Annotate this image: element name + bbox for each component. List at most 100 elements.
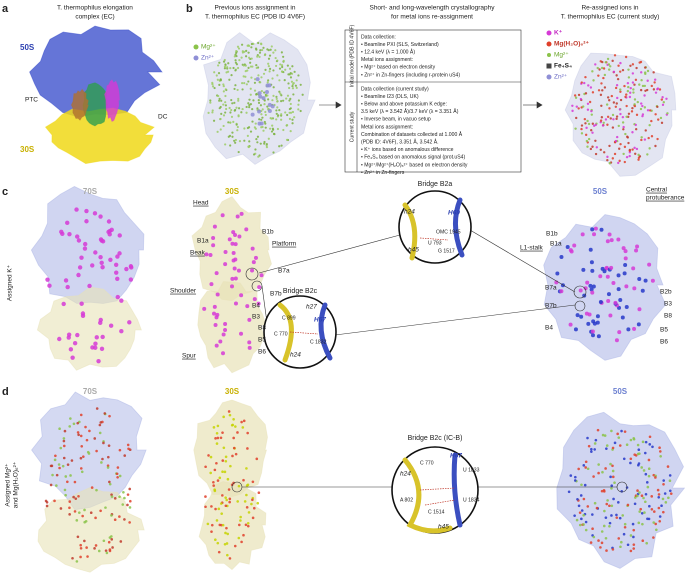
ion [634, 78, 638, 82]
ion [231, 250, 236, 255]
ion [228, 413, 232, 417]
ion [264, 93, 267, 96]
ion [245, 111, 248, 114]
ion [268, 54, 272, 57]
ion [646, 485, 650, 489]
ion [586, 467, 590, 471]
ion [291, 110, 295, 114]
ion [53, 458, 57, 462]
ion [592, 232, 597, 237]
side-label: Current study [349, 111, 355, 142]
ion [231, 423, 235, 427]
ion [640, 79, 643, 82]
ion [261, 96, 266, 101]
ion [555, 271, 560, 276]
box-line: • Zn²⁺ in Zn-fingers (including r-protei… [361, 72, 460, 78]
ion [634, 123, 637, 127]
ion [609, 238, 614, 243]
ion [610, 94, 614, 98]
label: B3 [664, 301, 672, 308]
ion [611, 157, 615, 160]
ion [297, 99, 300, 102]
ion [610, 487, 613, 490]
ion [221, 332, 226, 337]
ion [588, 283, 593, 288]
ion [249, 93, 252, 96]
ion [625, 155, 629, 159]
ion [119, 540, 123, 543]
legend-swatch [193, 44, 199, 50]
ion [607, 68, 611, 71]
ion [601, 89, 604, 92]
ion [285, 97, 288, 100]
ion [281, 65, 284, 69]
ion [610, 514, 613, 517]
ion [218, 339, 223, 344]
ion [289, 76, 293, 79]
ion [230, 74, 233, 77]
ion [632, 88, 635, 91]
ion [611, 113, 615, 117]
ion [629, 461, 632, 465]
ion [289, 107, 292, 110]
ion [59, 446, 63, 450]
ion [620, 429, 623, 433]
ion [632, 437, 636, 440]
ion [647, 458, 651, 462]
ion [124, 266, 129, 272]
ion [79, 543, 82, 547]
ion [230, 115, 234, 118]
ion [615, 83, 619, 87]
ion [214, 271, 219, 276]
ion [237, 150, 240, 154]
box-line: • Mg²⁺/Mg²⁺(H₂O)₆²⁺ based on electron de… [361, 162, 468, 168]
ion [230, 284, 235, 289]
ion [584, 528, 588, 532]
ion [644, 129, 647, 132]
ion [237, 536, 241, 540]
ion [583, 81, 586, 85]
ion [76, 535, 80, 539]
ion [275, 112, 278, 115]
ion [279, 92, 282, 95]
ion [280, 94, 283, 97]
ion [68, 347, 74, 352]
ion [227, 410, 231, 413]
ion [259, 104, 263, 107]
label: B5 [258, 337, 266, 344]
ion [246, 134, 249, 138]
ion [255, 138, 258, 141]
ion [267, 98, 270, 101]
ion [234, 84, 237, 87]
ion [74, 497, 78, 500]
ion [79, 413, 83, 417]
ion [643, 278, 648, 283]
ion [106, 464, 110, 468]
ion [206, 522, 210, 526]
ion [299, 109, 302, 113]
ion [223, 67, 227, 70]
ion [591, 70, 594, 73]
ion [668, 479, 672, 482]
ion [255, 64, 258, 67]
ion [276, 106, 279, 109]
ion [568, 248, 573, 253]
ion [583, 483, 587, 487]
subunit-title: 50S [593, 187, 608, 196]
ion [601, 60, 604, 64]
ion [235, 106, 238, 109]
ion [223, 327, 228, 332]
ion [291, 65, 294, 68]
ion [631, 63, 635, 66]
ion [254, 127, 257, 130]
ion [243, 82, 246, 85]
ion [652, 536, 655, 539]
ion [239, 519, 242, 522]
ion [574, 96, 578, 99]
ion [108, 482, 112, 486]
ion [227, 237, 232, 242]
ion [289, 97, 292, 100]
ion [627, 141, 630, 145]
label: h45 [438, 524, 449, 531]
ion [248, 140, 251, 143]
